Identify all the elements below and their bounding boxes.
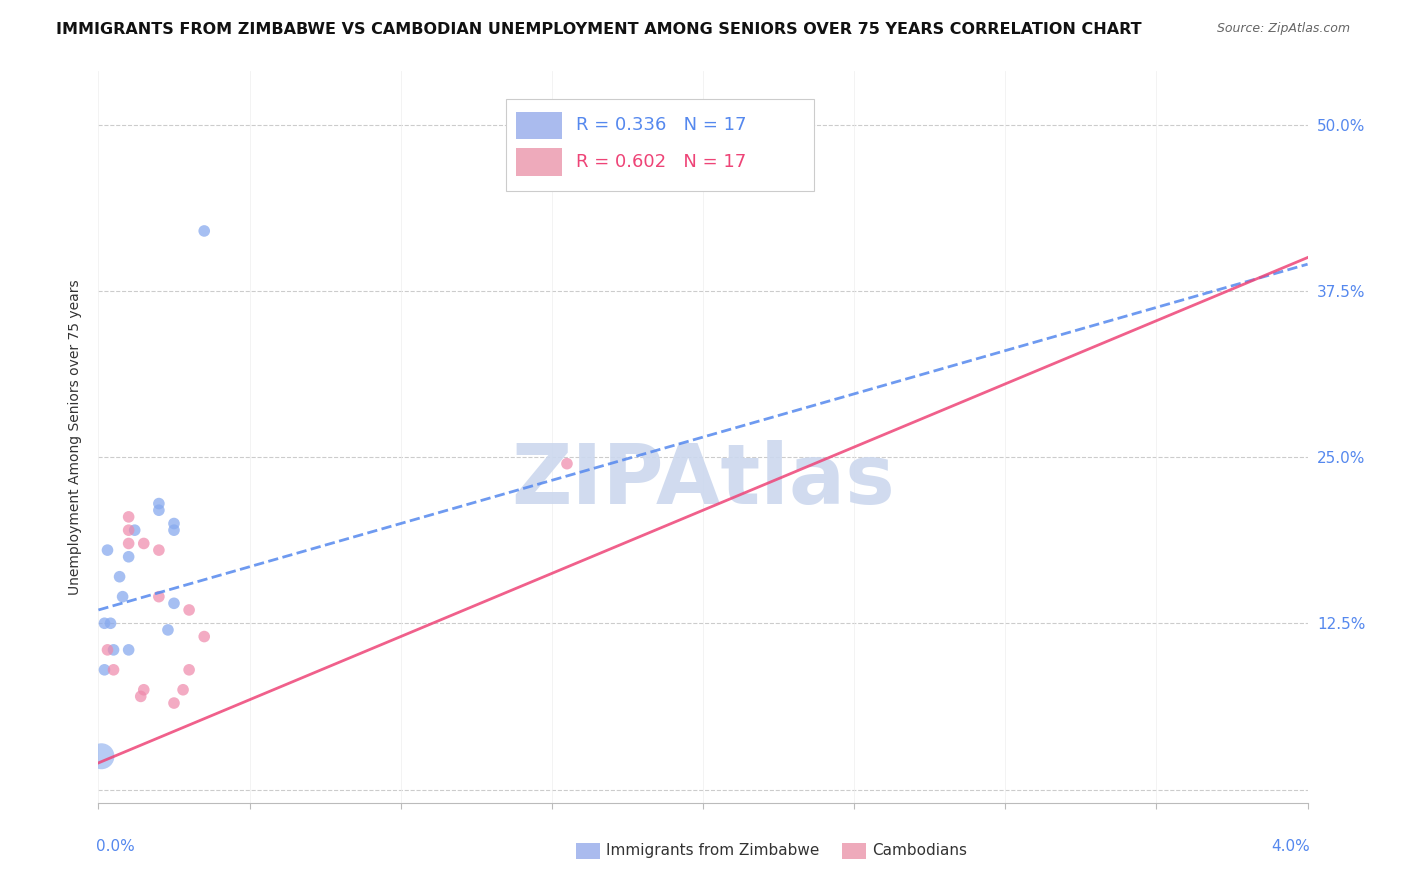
Point [100, 616, 122, 631]
Point [118, 643, 141, 657]
Point [148, 590, 170, 604]
Text: Cambodians: Cambodians [872, 843, 967, 858]
Point [118, 509, 141, 524]
Point [118, 536, 141, 550]
Point [179, 663, 201, 677]
Point [96, 543, 118, 558]
Point [90, 749, 112, 764]
Point [163, 696, 186, 710]
FancyBboxPatch shape [516, 148, 561, 176]
Text: 0.0%: 0.0% [96, 839, 135, 855]
Text: Immigrants from Zimbabwe: Immigrants from Zimbabwe [606, 843, 820, 858]
Point [93, 616, 115, 631]
FancyBboxPatch shape [506, 99, 814, 191]
Text: 4.0%: 4.0% [1271, 839, 1310, 855]
Point [156, 623, 179, 637]
Point [555, 157, 578, 171]
FancyBboxPatch shape [516, 112, 561, 139]
Point [96, 643, 118, 657]
Point [163, 516, 186, 531]
Point [103, 643, 125, 657]
Point [555, 457, 578, 471]
Y-axis label: Unemployment Among Seniors over 75 years: Unemployment Among Seniors over 75 years [69, 279, 83, 595]
Point [108, 570, 131, 584]
Point [103, 663, 125, 677]
Point [179, 603, 201, 617]
Point [111, 590, 134, 604]
Point [132, 682, 155, 697]
Point [132, 536, 155, 550]
Point [129, 690, 152, 704]
Point [148, 503, 170, 517]
Point [118, 523, 141, 537]
Point [193, 630, 215, 644]
Point [148, 543, 170, 558]
Point [163, 596, 186, 610]
Point [193, 224, 215, 238]
Text: R = 0.602   N = 17: R = 0.602 N = 17 [576, 153, 747, 171]
Text: IMMIGRANTS FROM ZIMBABWE VS CAMBODIAN UNEMPLOYMENT AMONG SENIORS OVER 75 YEARS C: IMMIGRANTS FROM ZIMBABWE VS CAMBODIAN UN… [56, 22, 1142, 37]
Point [124, 523, 146, 537]
Text: Source: ZipAtlas.com: Source: ZipAtlas.com [1216, 22, 1350, 36]
Text: ZIPAtlas: ZIPAtlas [510, 441, 896, 522]
Point [148, 497, 170, 511]
Point [93, 663, 115, 677]
FancyBboxPatch shape [576, 843, 600, 859]
FancyBboxPatch shape [842, 843, 866, 859]
Text: R = 0.336   N = 17: R = 0.336 N = 17 [576, 117, 747, 135]
Point [172, 682, 194, 697]
Point [163, 523, 186, 537]
Point [118, 549, 141, 564]
